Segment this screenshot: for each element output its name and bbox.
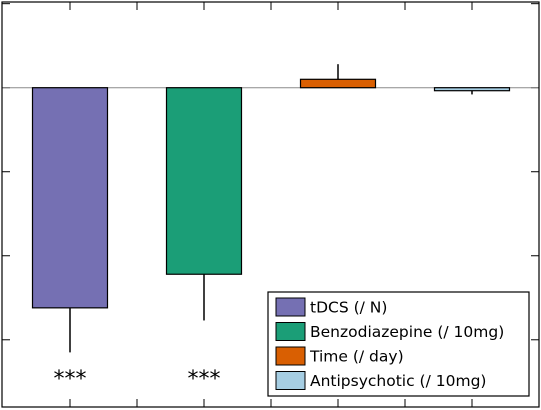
legend-label: Time (/ day) bbox=[309, 348, 404, 366]
bar-3 bbox=[299, 78, 377, 89]
legend-swatch bbox=[275, 297, 306, 317]
legend-swatch bbox=[275, 346, 306, 366]
legend-label: Benzodiazepine (/ 10mg) bbox=[310, 323, 504, 341]
bar-1 bbox=[31, 87, 109, 309]
legend-box bbox=[267, 291, 530, 397]
legend-label: Antipsychotic (/ 10mg) bbox=[310, 372, 486, 390]
bars bbox=[31, 64, 511, 353]
significance-label: *** bbox=[54, 367, 87, 392]
bar-4 bbox=[433, 87, 511, 92]
bar-2 bbox=[165, 87, 243, 275]
legend-swatch bbox=[275, 371, 306, 390]
legend-swatch bbox=[275, 322, 306, 341]
legend: tDCS (/ N) Benzodiazepine (/ 10mg) Time (/… bbox=[267, 291, 530, 397]
significance-markers: *** *** bbox=[54, 367, 221, 392]
significance-label: *** bbox=[188, 367, 221, 392]
legend-label: tDCS (/ N) bbox=[310, 299, 387, 317]
